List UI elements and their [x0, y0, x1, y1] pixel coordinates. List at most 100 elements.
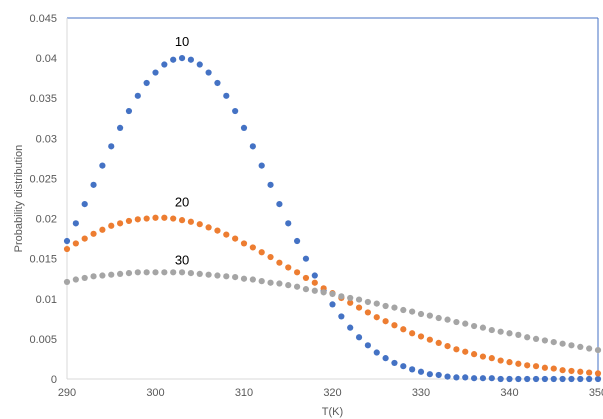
data-point	[568, 375, 575, 383]
data-point	[453, 318, 460, 326]
data-point	[161, 269, 168, 276]
data-point	[99, 162, 106, 169]
data-point	[81, 274, 88, 282]
data-point	[99, 226, 106, 233]
data-point	[223, 273, 230, 280]
series-layer: 10 20 30	[63, 34, 602, 383]
data-point	[488, 375, 495, 382]
y-tick-label: 0.005	[29, 334, 57, 346]
data-point	[488, 326, 495, 334]
data-point	[462, 320, 469, 327]
data-point	[276, 201, 283, 208]
data-point	[409, 330, 416, 337]
data-point	[435, 314, 442, 322]
y-tick-label: 0	[51, 374, 57, 386]
data-point	[409, 366, 416, 373]
data-point	[515, 375, 522, 383]
data-point	[435, 339, 442, 346]
data-point	[117, 220, 124, 227]
data-point	[577, 343, 584, 351]
data-point	[338, 293, 345, 300]
data-point	[267, 279, 274, 286]
data-point	[170, 215, 177, 222]
y-tick-label: 0.01	[36, 294, 57, 306]
data-point	[550, 338, 557, 346]
data-point	[311, 272, 318, 279]
data-point	[143, 79, 150, 87]
data-point	[417, 333, 425, 340]
data-point	[90, 230, 97, 237]
data-point	[373, 314, 380, 321]
data-point	[302, 286, 310, 293]
data-point	[497, 357, 504, 364]
data-point	[444, 373, 451, 380]
data-point	[294, 283, 301, 290]
data-point	[196, 221, 203, 228]
data-point	[134, 216, 141, 223]
data-point	[99, 272, 106, 279]
data-point	[302, 255, 310, 262]
data-point	[143, 215, 150, 222]
data-point	[364, 342, 371, 349]
data-point	[479, 324, 487, 331]
data-point	[532, 335, 540, 342]
data-point	[232, 274, 239, 281]
data-point	[417, 368, 425, 375]
y-tick-label: 0.045	[29, 13, 57, 25]
data-point	[453, 374, 460, 381]
data-point	[488, 355, 495, 362]
data-point	[506, 359, 513, 366]
data-point	[347, 324, 354, 331]
data-point	[72, 220, 79, 227]
data-point	[205, 271, 212, 278]
data-point	[285, 264, 292, 271]
data-point	[515, 360, 522, 367]
data-point	[577, 368, 584, 375]
data-point	[205, 69, 212, 76]
data-point	[63, 245, 71, 253]
data-point	[355, 304, 363, 311]
data-point	[355, 334, 363, 341]
data-point	[170, 56, 177, 63]
y-tick-label: 0.015	[29, 254, 57, 266]
data-point	[90, 273, 97, 280]
data-point	[453, 346, 460, 353]
series-label-10: 10	[175, 34, 189, 49]
data-point	[559, 367, 566, 374]
data-point	[550, 375, 557, 383]
data-point	[329, 301, 336, 308]
data-point	[364, 298, 371, 306]
series-10: 10	[63, 34, 602, 383]
y-tick-label: 0.02	[36, 214, 57, 226]
data-point	[187, 218, 194, 225]
data-point	[391, 322, 398, 329]
data-point	[232, 235, 239, 242]
data-point	[117, 270, 124, 278]
x-tick-label: 310	[235, 387, 253, 399]
data-point	[364, 309, 371, 316]
data-point	[170, 269, 177, 276]
data-point	[347, 299, 354, 306]
data-point	[444, 343, 451, 350]
data-point	[471, 322, 478, 330]
data-point	[382, 318, 389, 325]
data-point	[559, 375, 566, 383]
data-point	[196, 270, 203, 278]
x-tick-label: 350	[589, 387, 603, 399]
data-point	[506, 330, 513, 337]
data-point	[214, 79, 221, 87]
plot-area	[66, 17, 599, 380]
data-point	[568, 367, 575, 375]
data-point	[426, 371, 433, 378]
data-point	[594, 347, 602, 354]
data-point	[462, 374, 469, 381]
y-tick-label: 0.04	[36, 53, 57, 65]
data-point	[72, 276, 79, 283]
data-point	[373, 349, 380, 356]
data-point	[373, 300, 380, 307]
data-point	[178, 55, 186, 62]
data-point	[391, 304, 398, 311]
data-point	[444, 316, 451, 323]
data-point	[240, 275, 248, 282]
